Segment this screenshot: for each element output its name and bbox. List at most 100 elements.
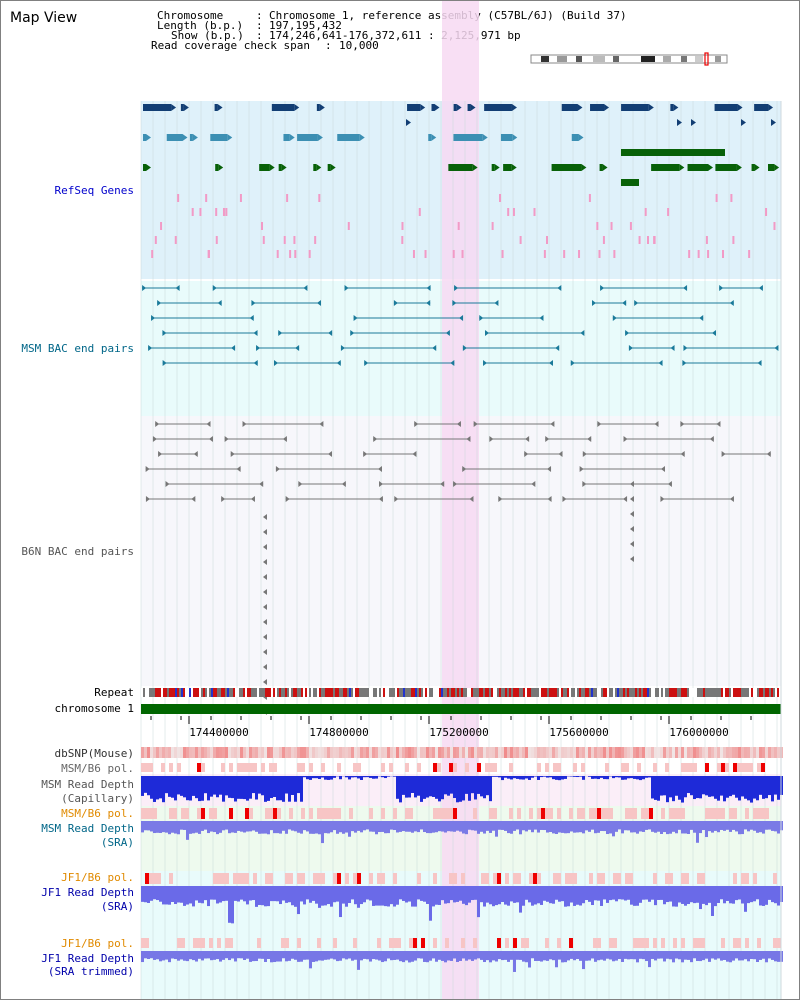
track-label-chromosome[interactable]: chromosome 1: [54, 702, 134, 715]
depth-bar: [510, 886, 513, 902]
depth-bar: [471, 886, 474, 901]
depth-bar: [705, 821, 708, 838]
pol-cell: [733, 873, 737, 884]
depth-bar: [450, 886, 453, 901]
depth-bar: [705, 776, 708, 796]
depth-bar: [477, 886, 480, 918]
pol-cell: [725, 763, 729, 772]
chromosome-ideogram[interactable]: [1, 1, 800, 81]
pol-cell: [437, 808, 441, 819]
track-label-refseq[interactable]: RefSeq Genes: [54, 184, 134, 197]
track-label-b6n-bac[interactable]: B6N BAC end pairs: [21, 545, 134, 558]
bac-end-marker: [550, 421, 555, 427]
depth-bar: [372, 886, 375, 906]
repeat-segment: [245, 688, 247, 697]
depth-bar: [654, 821, 657, 833]
repeat-segment: [463, 688, 465, 697]
track-label-msm-depth-sra[interactable]: MSM Read Depth: [41, 822, 134, 835]
depth-bar: [243, 821, 246, 833]
repeat-segment: [381, 688, 383, 697]
gene-feature: [448, 164, 473, 171]
dbsnp-cell: [288, 747, 291, 758]
depth-bar: [510, 951, 513, 960]
pol-cell: [337, 873, 341, 884]
depth-bar: [477, 776, 480, 794]
pol-cell: [681, 808, 685, 819]
depth-bar: [585, 821, 588, 831]
depth-bar: [570, 951, 573, 959]
dbsnp-cell: [372, 747, 375, 758]
dbsnp-cell: [594, 747, 597, 758]
bac-end-marker: [630, 511, 634, 517]
repeat-segment: [369, 688, 371, 697]
depth-bar: [321, 886, 324, 906]
pol-cell: [617, 873, 621, 884]
gene-arrow: [330, 164, 336, 171]
track-label-msm-depth-cap[interactable]: MSM Read Depth: [41, 778, 134, 791]
depth-bar: [420, 776, 423, 802]
pol-cell: [549, 808, 553, 819]
depth-bar: [678, 776, 681, 800]
track-label-jf1-depth-trim[interactable]: JF1 Read Depth: [41, 952, 134, 965]
depth-bar: [606, 886, 609, 903]
gene-arrow: [146, 164, 151, 171]
track-label-jf1-b6-pol-1[interactable]: JF1/B6 pol.: [61, 871, 134, 884]
depth-bar: [288, 886, 291, 903]
depth-bar: [768, 886, 771, 900]
repeat-segment: [339, 688, 341, 697]
bac-end-marker: [253, 330, 258, 336]
track-label-dbsnp[interactable]: dbSNP(Mouse): [54, 747, 134, 760]
bac-end-marker: [628, 345, 633, 351]
repeat-segment: [389, 688, 391, 697]
track-label-jf1-b6-pol-2[interactable]: JF1/B6 pol.: [61, 937, 134, 950]
depth-bar: [615, 776, 618, 778]
depth-bar: [366, 776, 369, 778]
pol-cell: [229, 763, 233, 772]
pol-cell: [737, 938, 741, 948]
ideogram-band: [663, 56, 671, 62]
track-label-msm-b6-pol-1[interactable]: MSM/B6 pol.: [61, 762, 134, 775]
track-label-msm-b6-pol-2[interactable]: MSM/B6 pol.: [61, 807, 134, 820]
depth-bar: [681, 821, 684, 834]
depth-bar: [522, 951, 525, 962]
depth-bar: [258, 886, 261, 905]
depth-bar: [165, 776, 168, 794]
depth-bar: [453, 776, 456, 799]
depth-bar: [396, 886, 399, 905]
pol-cell: [453, 808, 457, 819]
repeat-segment: [625, 688, 627, 697]
depth-bar: [387, 821, 390, 834]
pol-cell: [701, 873, 705, 884]
depth-bar: [429, 821, 432, 834]
bac-end-marker: [256, 345, 261, 351]
repeat-segment: [703, 688, 705, 697]
dbsnp-cell: [642, 747, 645, 758]
depth-bar: [588, 886, 591, 902]
track-label-msm-bac[interactable]: MSM BAC end pairs: [21, 342, 134, 355]
dbsnp-cell: [591, 747, 594, 758]
depth-bar: [756, 951, 759, 963]
depth-bar: [609, 951, 612, 960]
pol-cell: [197, 763, 201, 772]
pol-cell: [569, 938, 573, 948]
repeat-segment: [361, 688, 363, 697]
repeat-segment: [453, 688, 455, 697]
pol-cell: [773, 938, 777, 948]
depth-bar: [183, 776, 186, 798]
pol-cell: [377, 938, 381, 948]
refseq-tick: [543, 250, 546, 258]
repeat-segment: [541, 688, 543, 697]
depth-bar: [189, 821, 192, 834]
repeat-segment: [319, 688, 321, 697]
pol-cell: [353, 763, 357, 772]
track-label-repeat[interactable]: Repeat: [94, 686, 134, 699]
pol-cell: [297, 873, 301, 884]
depth-bar: [405, 886, 408, 903]
depth-bar: [372, 821, 375, 832]
track-label-jf1-depth-sra[interactable]: JF1 Read Depth: [41, 886, 134, 899]
dbsnp-cell: [231, 747, 234, 758]
pol-cell: [249, 808, 253, 819]
depth-bar: [750, 776, 753, 803]
dbsnp-cell: [579, 747, 582, 758]
